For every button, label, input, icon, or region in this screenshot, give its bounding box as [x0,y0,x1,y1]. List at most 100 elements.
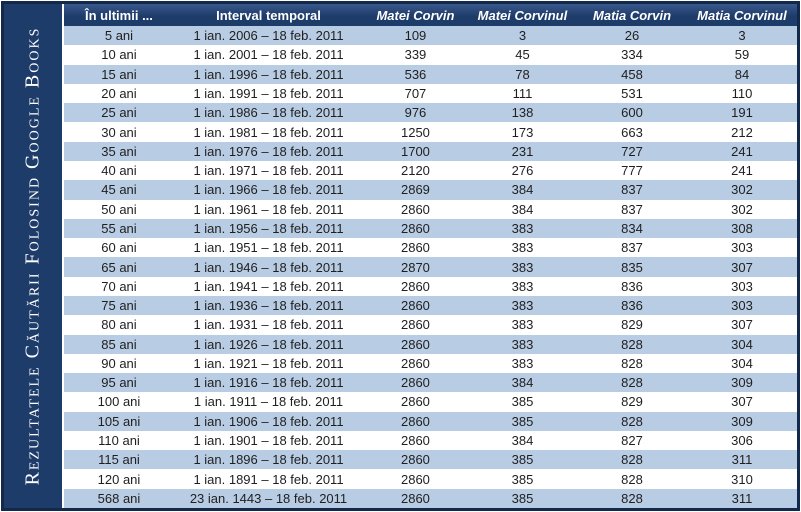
table-row: 20 ani 1 ian. 1991 – 18 feb. 2011 707 111 53… [64,83,797,104]
period-cell: 80 ani [101,317,137,333]
table-row: 85 ani 1 ian. 1926 – 18 feb. 2011 2860 383 8… [64,334,797,354]
period-cell: 5 ani [104,28,134,44]
table-row: 80 ani 1 ian. 1931 – 18 feb. 2011 2860 383 8… [64,315,797,335]
results-table: În ultimii ... Interval temporal Matei C… [64,4,797,509]
interval-cell: 1 ian. 1911 – 18 feb. 2011 [193,394,344,410]
matei-corvinul-cell: 3 [518,28,527,44]
matei-corvin-cell: 2860 [400,336,430,352]
matia-corvin-cell: 458 [621,66,643,82]
matei-corvinul-cell: 385 [511,413,534,429]
table-row: 35 ani 1 ian. 1976 – 18 feb. 2011 1700 231 7… [64,141,797,161]
matia-corvin-cell: 835 [621,259,643,275]
matia-corvinul-cell: 303 [731,278,753,294]
column-header-in-ultimii: În ultimii ... [85,7,153,23]
matia-corvinul-cell: 110 [731,85,753,101]
period-cell: 20 ani [101,85,137,101]
period-cell: 70 ani [101,278,137,294]
matia-corvinul-cell: 302 [731,182,753,198]
matia-corvin-cell: 777 [621,163,643,179]
table-row: 5 ani 1 ian. 2006 – 18 feb. 2011 109 3 26 3 [64,26,797,46]
table-body: 5 ani 1 ian. 2006 – 18 feb. 2011 109 3 26 3 10… [64,26,797,509]
table-row: 105 ani 1 ian. 1906 – 18 feb. 2011 2860 385… [64,411,797,431]
matia-corvin-cell: 836 [621,278,643,294]
matei-corvinul-cell: 384 [511,433,534,449]
matei-corvinul-cell: 138 [511,105,534,121]
sidebar: Rezultatele Căutării Folosind Google Boo… [4,4,62,508]
matia-corvin-cell: 334 [621,47,643,63]
matia-corvinul-cell: 59 [734,47,750,63]
matia-corvin-cell: 828 [621,336,643,352]
matei-corvinul-cell: 111 [512,85,533,101]
period-cell: 35 ani [101,143,137,159]
interval-cell: 1 ian. 1896 – 18 feb. 2011 [193,452,344,468]
matia-corvinul-cell: 241 [731,163,753,179]
table-row: 60 ani 1 ian. 1951 – 18 feb. 2011 2860 383 8… [64,238,797,258]
matia-corvinul-cell: 84 [734,66,750,82]
period-cell: 100 ani [97,394,141,410]
column-header-matia-corvin: Matia Corvin [593,7,672,23]
column-header-matia-corvinul: Matia Corvinul [697,7,787,23]
interval-cell: 1 ian. 1991 – 18 feb. 2011 [193,85,344,101]
matei-corvin-cell: 2120 [400,163,430,179]
matei-corvin-cell: 536 [404,66,427,82]
interval-cell: 1 ian. 1931 – 18 feb. 2011 [193,317,344,333]
matei-corvin-cell: 2860 [400,394,430,410]
matei-corvinul-cell: 45 [515,47,530,63]
matia-corvin-cell: 827 [621,433,643,449]
interval-cell: 1 ian. 2006 – 18 feb. 2011 [193,28,344,44]
matei-corvin-cell: 2860 [400,278,430,294]
matei-corvinul-cell: 276 [511,163,534,179]
matei-corvinul-cell: 383 [511,240,534,256]
interval-cell: 1 ian. 1986 – 18 feb. 2011 [193,105,344,121]
interval-cell: 23 ian. 1443 – 18 feb. 2011 [189,490,348,506]
table-row: 50 ani 1 ian. 1961 – 18 feb. 2011 2860 384 8… [64,199,797,219]
matia-corvin-cell: 828 [621,490,643,506]
matia-corvin-cell: 834 [621,220,643,236]
table-row: 75 ani 1 ian. 1936 – 18 feb. 2011 2860 383 8… [64,295,797,316]
table-row: 568 ani 23 ian. 1443 – 18 feb. 2011 2860 38… [64,488,797,509]
matia-corvin-cell: 828 [621,471,643,487]
matia-corvinul-cell: 309 [731,413,753,429]
matei-corvinul-cell: 231 [511,143,534,159]
period-cell: 90 ani [101,355,137,371]
period-cell: 85 ani [101,336,137,352]
matia-corvin-cell: 836 [621,298,643,314]
matei-corvin-cell: 109 [404,28,427,44]
matia-corvinul-cell: 311 [731,452,753,468]
table-header-row: În ultimii ... Interval temporal Matei C… [64,4,797,26]
sidebar-title: Rezultatele Căutării Folosind Google Boo… [21,26,44,486]
matia-corvinul-cell: 241 [731,143,753,159]
matei-corvin-cell: 2860 [400,355,430,371]
matei-corvin-cell: 2860 [400,317,430,333]
matei-corvinul-cell: 385 [511,471,534,487]
matei-corvin-cell: 2860 [400,413,430,429]
period-cell: 110 ani [98,433,140,449]
matei-corvinul-cell: 383 [511,355,534,371]
matei-corvin-cell: 2860 [400,240,430,256]
matia-corvin-cell: 828 [621,375,643,391]
interval-cell: 1 ian. 1996 – 18 feb. 2011 [193,66,344,82]
matei-corvin-cell: 1700 [400,143,430,159]
period-cell: 15 ani [101,66,137,82]
period-cell: 95 ani [101,375,137,391]
matei-corvin-cell: 2870 [400,259,430,275]
table-row: 100 ani 1 ian. 1911 – 18 feb. 2011 2860 385… [64,392,797,412]
matia-corvin-cell: 26 [624,28,640,44]
matia-corvinul-cell: 307 [731,394,753,410]
table-row: 90 ani 1 ian. 1921 – 18 feb. 2011 2860 383 8… [64,353,797,374]
matia-corvin-cell: 837 [621,182,643,198]
matei-corvin-cell: 2860 [400,490,430,506]
interval-cell: 1 ian. 1901 – 18 feb. 2011 [193,433,344,449]
interval-cell: 1 ian. 2001 – 18 feb. 2011 [193,47,344,63]
matei-corvinul-cell: 384 [511,375,534,391]
period-cell: 60 ani [101,240,137,256]
matia-corvinul-cell: 311 [731,490,753,506]
matei-corvinul-cell: 173 [511,124,534,140]
interval-cell: 1 ian. 1951 – 18 feb. 2011 [193,240,344,256]
matia-corvin-cell: 663 [621,124,643,140]
matei-corvin-cell: 2860 [400,452,430,468]
matia-corvin-cell: 727 [621,143,643,159]
period-cell: 105 ani [97,413,141,429]
matia-corvinul-cell: 191 [731,105,753,121]
interval-cell: 1 ian. 1926 – 18 feb. 2011 [193,336,344,352]
